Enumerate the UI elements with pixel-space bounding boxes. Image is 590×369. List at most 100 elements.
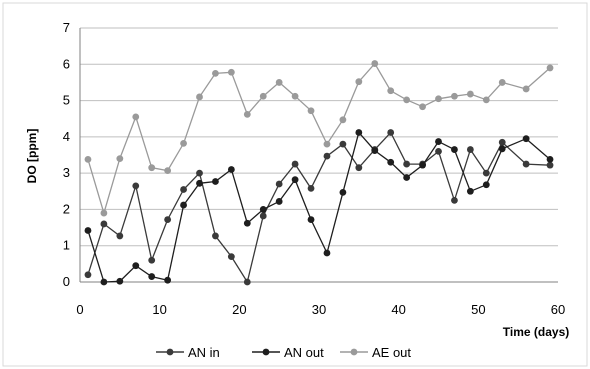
data-point-0-22: [435, 147, 442, 155]
data-point-2-0: [84, 155, 92, 163]
data-point-2-18: [371, 60, 379, 67]
data-point-1-10: [243, 219, 251, 227]
data-point-1-5: [164, 276, 172, 284]
data-point-0-11: [259, 212, 267, 220]
data-point-1-2: [116, 277, 124, 285]
data-point-2-3: [132, 113, 140, 121]
data-point-2-16: [339, 116, 347, 124]
data-point-2-23: [451, 92, 458, 100]
x-tick-label-10: 10: [152, 302, 166, 317]
data-point-2-5: [164, 167, 172, 175]
data-point-1-15: [323, 249, 331, 257]
data-point-2-28: [546, 64, 554, 72]
data-point-2-6: [180, 139, 187, 147]
legend-marker-2: [350, 348, 358, 356]
data-point-1-21: [419, 161, 426, 169]
y-axis-title: DO [ppm]: [25, 129, 39, 184]
data-point-2-13: [291, 92, 299, 100]
x-axis-title: Time (days): [503, 325, 569, 339]
data-point-2-8: [212, 69, 219, 77]
data-point-1-3: [132, 262, 140, 270]
data-point-0-7: [196, 169, 203, 177]
data-point-1-23: [451, 146, 458, 153]
data-point-0-2: [116, 232, 124, 240]
data-point-2-1: [100, 209, 108, 217]
data-point-0-1: [100, 220, 108, 228]
data-point-2-25: [482, 96, 490, 104]
data-point-1-6: [180, 201, 187, 209]
data-point-1-1: [100, 278, 108, 286]
legend-marker-1: [262, 348, 270, 356]
data-point-1-25: [482, 181, 490, 189]
legend: AN in AN out AE out: [156, 345, 411, 360]
data-point-0-14: [307, 184, 315, 192]
series-2: [84, 60, 554, 217]
y-tick-label-2: 2: [63, 201, 70, 216]
data-point-1-0: [84, 227, 92, 234]
data-point-1-17: [355, 129, 363, 136]
data-point-0-12: [275, 180, 283, 188]
data-point-1-26: [498, 145, 506, 153]
data-point-0-5: [164, 216, 172, 223]
series-0: [84, 129, 554, 286]
data-point-2-27: [522, 85, 530, 93]
x-tick-label-20: 20: [232, 302, 246, 317]
legend-label-2: AE out: [372, 345, 411, 360]
data-point-2-14: [307, 107, 315, 115]
data-point-0-24: [466, 146, 474, 153]
data-point-0-4: [148, 256, 156, 264]
data-point-0-13: [291, 160, 299, 168]
data-point-0-28: [546, 161, 554, 169]
y-tick-label-4: 4: [63, 129, 70, 144]
data-point-1-24: [466, 187, 474, 195]
series-lines: [84, 60, 554, 286]
data-point-0-26: [498, 138, 506, 146]
data-point-2-10: [243, 110, 251, 118]
data-point-1-11: [259, 206, 267, 213]
data-point-0-8: [212, 232, 219, 240]
data-point-1-4: [148, 273, 156, 280]
data-point-0-25: [482, 169, 490, 177]
data-point-1-22: [435, 138, 442, 145]
data-point-2-26: [498, 79, 506, 86]
x-tick-label-40: 40: [391, 302, 405, 317]
data-point-0-16: [339, 140, 347, 148]
data-point-2-17: [355, 78, 363, 86]
data-point-1-12: [275, 198, 283, 205]
legend-entry-0: AN in: [156, 345, 220, 360]
data-point-2-20: [403, 96, 411, 104]
data-point-0-17: [355, 164, 363, 172]
data-point-2-15: [323, 140, 331, 148]
data-point-0-3: [132, 182, 140, 190]
axes: [79, 28, 558, 283]
data-point-0-27: [522, 160, 530, 168]
data-point-1-28: [546, 155, 554, 163]
data-point-2-9: [227, 68, 235, 76]
data-point-1-8: [212, 178, 219, 185]
data-point-2-2: [116, 155, 124, 163]
y-tick-label-7: 7: [63, 20, 70, 35]
data-point-1-27: [522, 135, 530, 143]
data-point-1-14: [307, 216, 315, 223]
x-tick-label-50: 50: [471, 302, 485, 317]
data-point-0-9: [227, 253, 235, 260]
data-point-0-6: [180, 186, 187, 193]
data-point-1-19: [387, 158, 395, 166]
data-point-2-12: [275, 79, 283, 86]
legend-label-0: AN in: [188, 345, 220, 360]
y-tick-label-6: 6: [63, 56, 70, 71]
data-point-2-21: [419, 103, 426, 111]
data-point-0-15: [323, 152, 331, 160]
data-point-2-11: [259, 92, 267, 100]
y-tick-label-1: 1: [63, 238, 70, 253]
data-point-2-7: [196, 93, 203, 101]
x-tick-label-30: 30: [312, 302, 326, 317]
legend-label-1: AN out: [284, 345, 324, 360]
data-point-2-4: [148, 164, 156, 172]
x-tick-label-0: 0: [76, 302, 83, 317]
data-point-0-20: [403, 160, 411, 168]
data-point-1-20: [403, 174, 411, 181]
tick-labels: 0 1 2 3 4 5 6 7 0 10 20 30 40 50 60: [63, 20, 565, 317]
